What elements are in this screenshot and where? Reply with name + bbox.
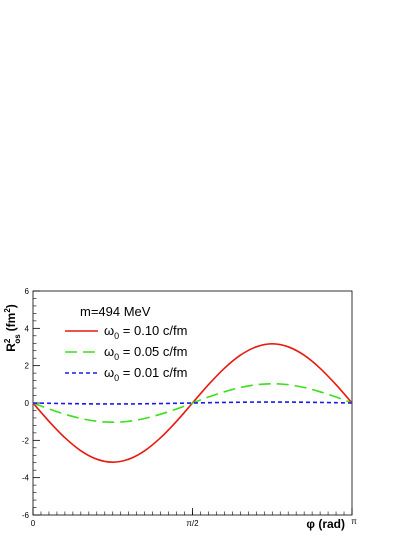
y-tick-label: -4 — [22, 474, 30, 483]
x-tick-label: π/2 — [186, 519, 199, 528]
y-tick-label: 4 — [25, 324, 30, 333]
series-line — [32, 382, 353, 424]
x-tick-label: π — [351, 517, 357, 526]
legend-header: m=494 MeV — [80, 304, 151, 319]
legend-label: ω0 = 0.10 c/fm — [104, 323, 187, 341]
y-tick-label: 6 — [25, 287, 30, 296]
x-tick-label: 0 — [31, 519, 36, 528]
y-tick-label: 2 — [25, 362, 30, 371]
legend: m=494 MeV ω0 = 0.10 c/fm ω0 = 0.05 c/fm ω0… — [65, 304, 187, 383]
legend-label: ω0 = 0.01 c/fm — [104, 365, 187, 383]
y-axis-title: R2os(fm2) — [3, 304, 22, 352]
x-axis: 0 π/2 π — [31, 508, 357, 528]
x-axis-title: φ (rad) — [306, 517, 345, 531]
legend-label: ω0 = 0.05 c/fm — [104, 344, 187, 362]
y-tick-label: -6 — [22, 511, 30, 520]
y-axis: -6 -4 -2 0 2 4 6 — [22, 287, 40, 520]
y-tick-label: -2 — [22, 436, 30, 445]
series-line — [32, 401, 353, 405]
y-tick-label: 0 — [25, 399, 30, 408]
plot-series — [32, 343, 353, 463]
